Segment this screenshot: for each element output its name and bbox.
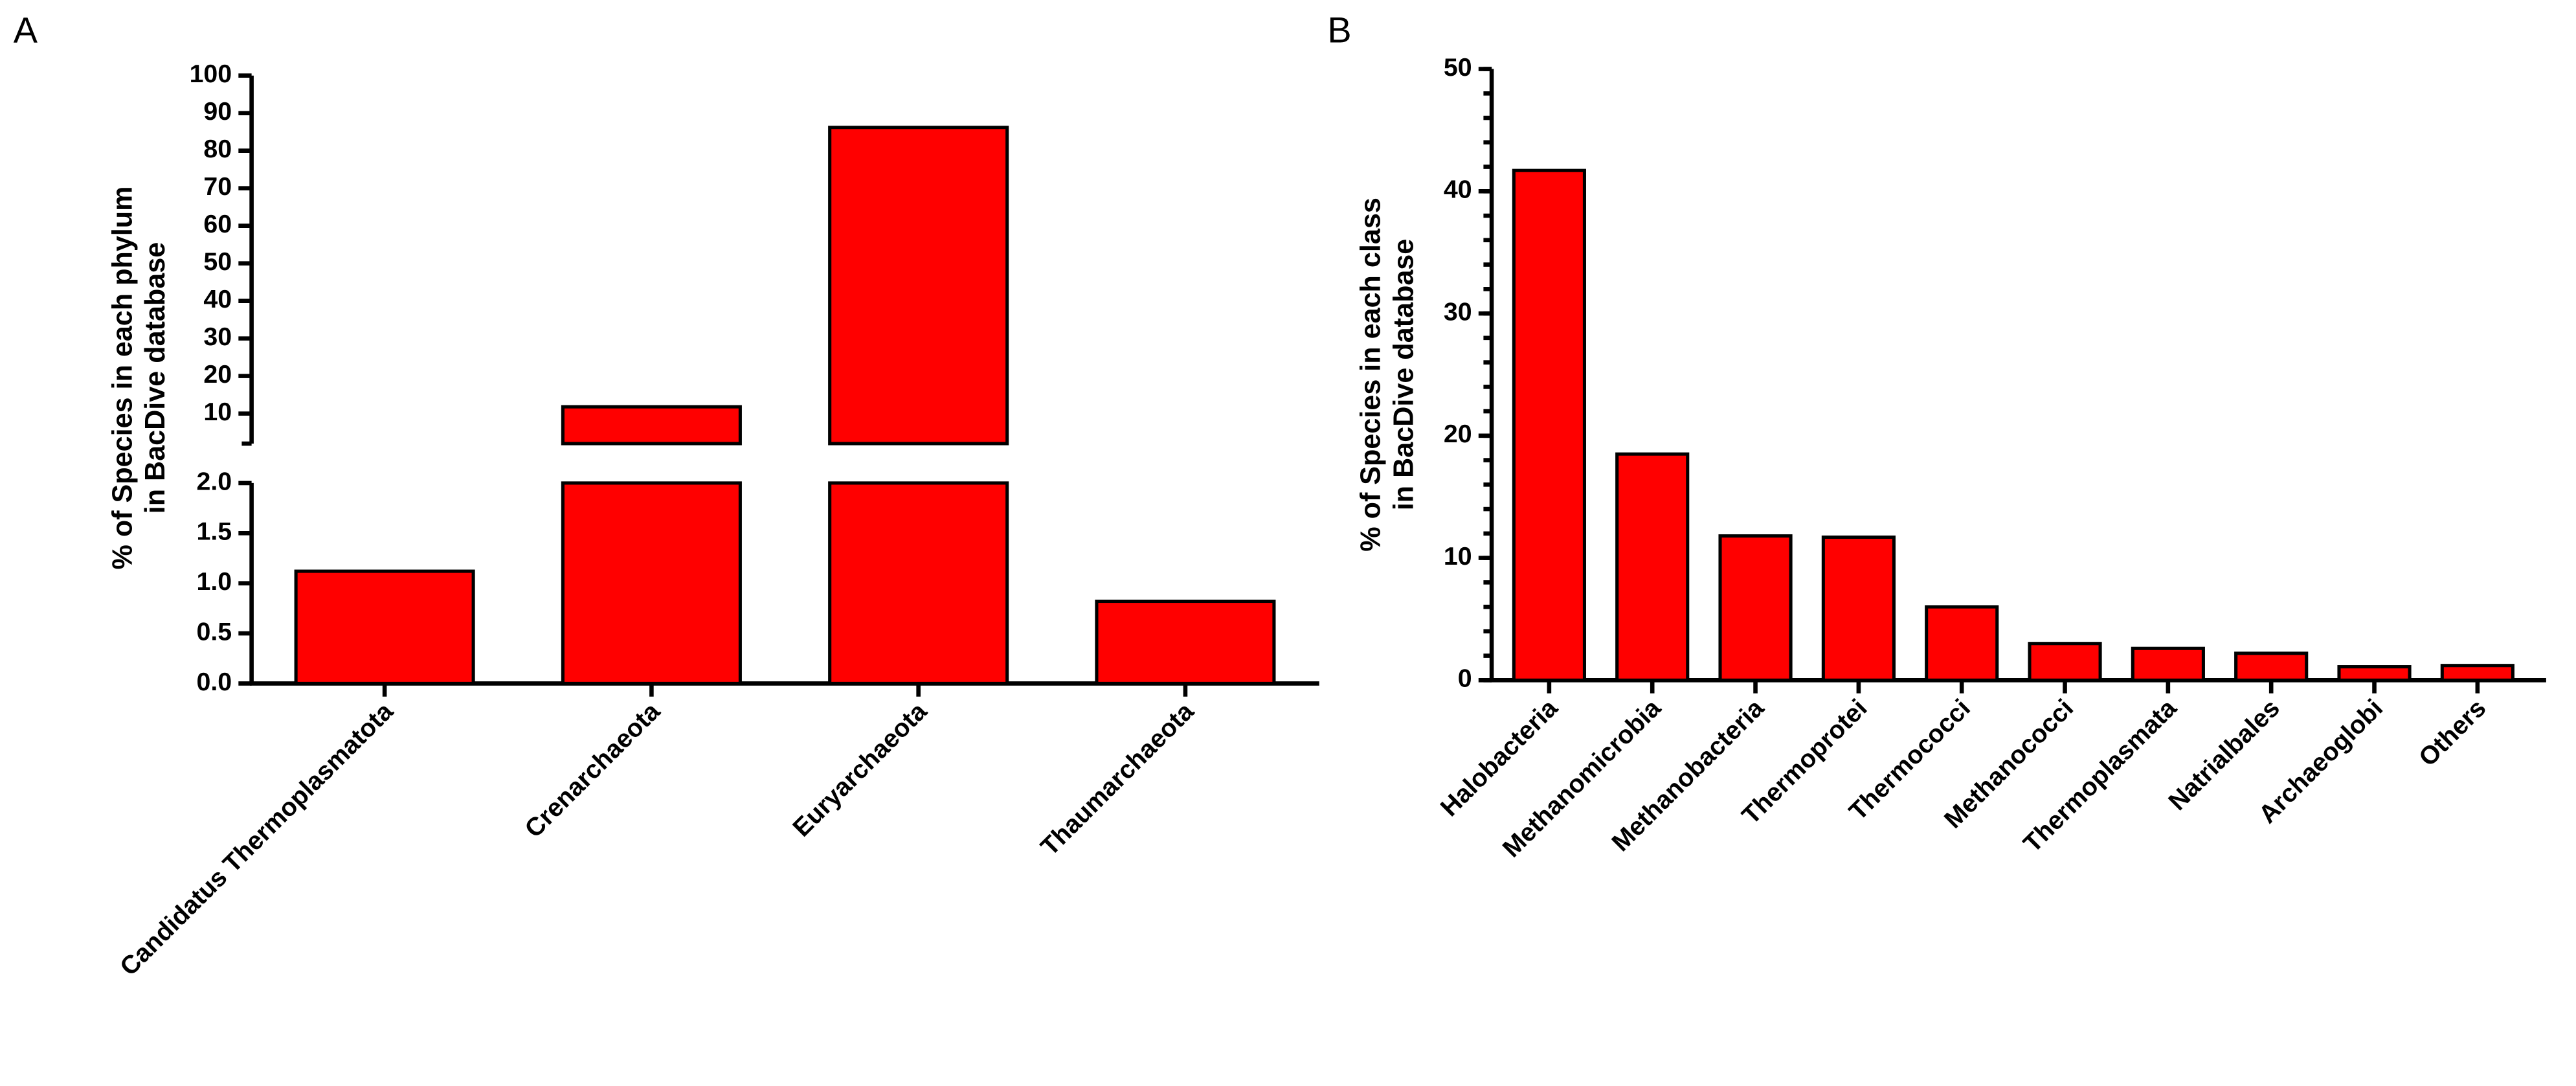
- x-tick-label: Candidatus Thermoplasmatota: [115, 697, 399, 982]
- bar: [1512, 168, 1586, 682]
- y-tick-label: 2.0: [197, 467, 232, 495]
- bar: [2440, 664, 2514, 682]
- y-tick-label: 30: [1444, 297, 1472, 326]
- panel-label: B: [1327, 9, 1351, 50]
- y-tick-label: 40: [1444, 175, 1472, 204]
- x-tick-label: Crenarchaeota: [519, 697, 666, 844]
- y-axis-label-line: % of Species in each class: [1356, 198, 1387, 552]
- bar: [828, 481, 1009, 685]
- bar: [1095, 599, 1276, 685]
- y-axis-label-line: % of Species in each phylum: [107, 187, 138, 570]
- x-tick-label: Euryarchaeota: [787, 697, 933, 843]
- y-tick-label: 1.5: [197, 517, 232, 546]
- y-tick-label: 40: [203, 285, 232, 313]
- y-axis-label: % of Species in each phylum in BacDive da…: [107, 187, 171, 570]
- y-tick-label: 90: [203, 97, 232, 126]
- y-tick-label: 20: [1444, 420, 1472, 448]
- y-tick-label: 60: [203, 210, 232, 238]
- y-axis-label-line: in BacDive database: [140, 242, 171, 514]
- bar: [2337, 665, 2412, 682]
- y-tick-label: 10: [203, 398, 232, 426]
- y-tick-label: 20: [203, 360, 232, 389]
- y-tick-label: 100: [190, 60, 232, 88]
- y-tick-label: 1.0: [197, 567, 232, 596]
- bar: [1718, 534, 1793, 682]
- y-tick-label: 80: [203, 135, 232, 163]
- y-tick-label: 30: [203, 322, 232, 351]
- bar: [1615, 452, 1690, 682]
- x-tick-label: Thaumarchaeota: [1035, 697, 1200, 861]
- bar: [2028, 642, 2102, 682]
- y-tick-label: 50: [203, 247, 232, 276]
- bar-upper: [828, 126, 1009, 446]
- y-tick-label: 10: [1444, 542, 1472, 571]
- bar: [294, 569, 475, 685]
- bar: [1821, 535, 1896, 682]
- y-tick-label: 0: [1458, 664, 1472, 693]
- y-tick-label: 0.5: [197, 617, 232, 646]
- y-tick-label: 0.0: [197, 668, 232, 696]
- bar: [2131, 646, 2205, 682]
- x-tick-label: Others: [2414, 694, 2492, 772]
- panel-label: A: [14, 9, 38, 50]
- y-axis-label-line: in BacDive database: [1388, 239, 1419, 510]
- bar-upper: [561, 405, 742, 446]
- y-tick-label: 70: [203, 172, 232, 201]
- axis-break-gap: [254, 446, 1323, 481]
- bar: [2234, 651, 2309, 682]
- bar: [561, 481, 742, 685]
- bar: [1925, 605, 1999, 682]
- y-axis-label: % of Species in each class in BacDive dat…: [1356, 198, 1420, 552]
- y-tick-label: 50: [1444, 53, 1472, 82]
